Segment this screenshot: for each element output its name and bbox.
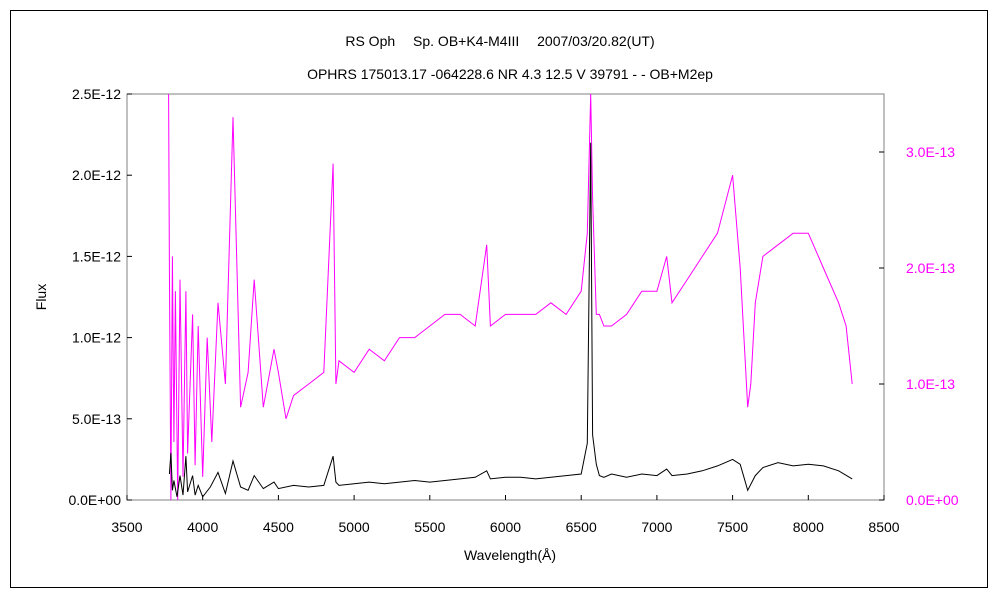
flux-series-line-black bbox=[168, 142, 853, 498]
y-left-tick-label: 1.0E-12 bbox=[72, 330, 121, 346]
x-axis-label: Wavelength(Å) bbox=[464, 547, 556, 563]
x-tick-label: 6000 bbox=[490, 519, 521, 535]
flux-series-line-magenta bbox=[168, 93, 853, 501]
x-tick-label: 5000 bbox=[339, 519, 370, 535]
y-right-tick-label: 1.0E-13 bbox=[906, 376, 955, 392]
chart-title: RS Oph Sp. OB+K4-M4III 2007/03/20.82(UT) bbox=[345, 33, 654, 49]
chart-subtitle: OPHRS 175013.17 -064228.6 NR 4.3 12.5 V … bbox=[307, 66, 713, 82]
x-tick-label: 7000 bbox=[641, 519, 672, 535]
x-tick-label: 3500 bbox=[111, 519, 142, 535]
y-left-tick-label: 2.5E-12 bbox=[72, 86, 121, 102]
y-left-tick-label: 1.5E-12 bbox=[72, 248, 121, 264]
x-tick-label: 6500 bbox=[566, 519, 597, 535]
x-tick-label: 8500 bbox=[868, 519, 899, 535]
y-left-tick-label: 5.0E-13 bbox=[72, 411, 121, 427]
y-axis-label: Flux bbox=[33, 284, 49, 310]
x-tick-label: 5500 bbox=[414, 519, 445, 535]
y-right-tick-label: 3.0E-13 bbox=[906, 144, 955, 160]
y-left-tick-label: 2.0E-12 bbox=[72, 167, 121, 183]
y-right-tick-label: 2.0E-13 bbox=[906, 260, 955, 276]
x-tick-label: 8000 bbox=[793, 519, 824, 535]
x-tick-label: 4500 bbox=[263, 519, 294, 535]
x-tick-label: 7500 bbox=[717, 519, 748, 535]
x-tick-label: 4000 bbox=[187, 519, 218, 535]
plot-area bbox=[126, 93, 885, 501]
y-left-tick-label: 0.0E+00 bbox=[68, 492, 121, 508]
y-right-tick-label: 0.0E+00 bbox=[906, 492, 959, 508]
